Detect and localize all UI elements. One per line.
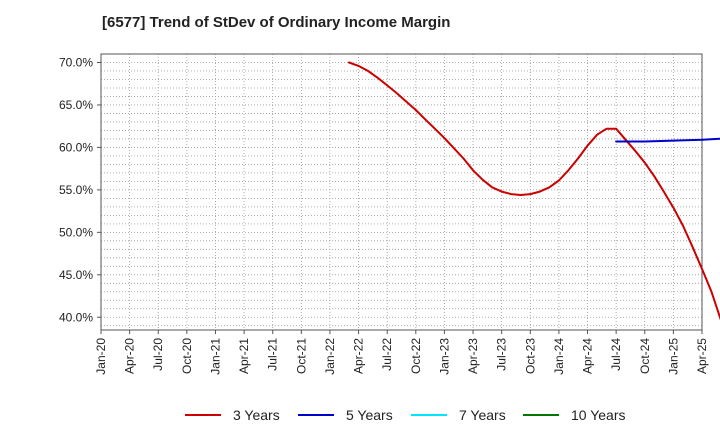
x-tick-label: Jan-21 (208, 338, 222, 375)
x-tick-label: Apr-23 (466, 338, 480, 374)
chart-title: [6577] Trend of StDev of Ordinary Income… (102, 14, 451, 31)
y-tick-label: 50.0% (59, 225, 93, 239)
series-layer (348, 61, 720, 321)
legend-label: 10 Years (571, 407, 626, 423)
x-tick-label: Oct-20 (180, 338, 194, 374)
y-tick-label: 65.0% (59, 98, 93, 112)
x-tick-label: Jul-20 (151, 338, 165, 371)
x-tick-label: Apr-21 (237, 338, 251, 374)
series-line-5-years (615, 137, 720, 143)
y-tick-labels: 70.0% 65.0% 60.0% 55.0% 50.0% 45.0% 40.0% (59, 55, 93, 324)
legend-item-10-years: 10 Years (523, 405, 626, 425)
x-tick-label: Oct-23 (523, 338, 537, 374)
x-tick-label: Jan-23 (437, 338, 451, 375)
x-tick-label: Jul-24 (609, 338, 623, 371)
x-tick-label: Jul-22 (380, 338, 394, 371)
grid-layer (100, 53, 703, 330)
legend-label: 7 Years (459, 407, 506, 423)
x-tick-label: Jan-25 (666, 338, 680, 375)
plot-frame (100, 53, 703, 331)
legend-label: 3 Years (233, 407, 280, 423)
y-tick-label: 70.0% (59, 55, 93, 69)
x-tick-labels: Jan-20 Apr-20 Jul-20 Oct-20 Jan-21 Apr-21 Jul-… (94, 338, 709, 375)
legend-swatch (411, 414, 447, 416)
y-tick-label: 60.0% (59, 140, 93, 154)
legend-swatch (523, 414, 559, 416)
y-tick-label: 45.0% (59, 268, 93, 282)
x-tick-label: Oct-21 (294, 338, 308, 374)
axis-layer (97, 53, 703, 334)
x-tick-label: Apr-22 (352, 338, 366, 374)
x-tick-label: Jan-22 (323, 338, 337, 375)
x-tick-label: Jul-23 (495, 338, 509, 371)
legend-item-7-years: 7 Years (411, 405, 506, 425)
x-tick-label: Jan-20 (94, 338, 108, 375)
x-tick-label: Jul-21 (266, 338, 280, 371)
y-tick-label: 40.0% (59, 310, 93, 324)
legend-swatch (185, 414, 221, 416)
y-tick-label: 55.0% (59, 183, 93, 197)
legend-item-5-years: 5 Years (298, 405, 393, 425)
x-tick-label: Oct-24 (638, 338, 652, 374)
series-line-3-years (348, 61, 720, 321)
legend: 3 Years 5 Years 7 Years 10 Years (0, 405, 720, 427)
x-tick-label: Jan-24 (552, 338, 566, 375)
legend-item-3-years: 3 Years (185, 405, 280, 425)
x-tick-label: Apr-24 (581, 338, 595, 374)
x-tick-label: Apr-25 (695, 338, 709, 374)
legend-label: 5 Years (346, 407, 393, 423)
x-tick-label: Oct-22 (409, 338, 423, 374)
legend-swatch (298, 414, 334, 416)
x-tick-label: Apr-20 (123, 338, 137, 374)
